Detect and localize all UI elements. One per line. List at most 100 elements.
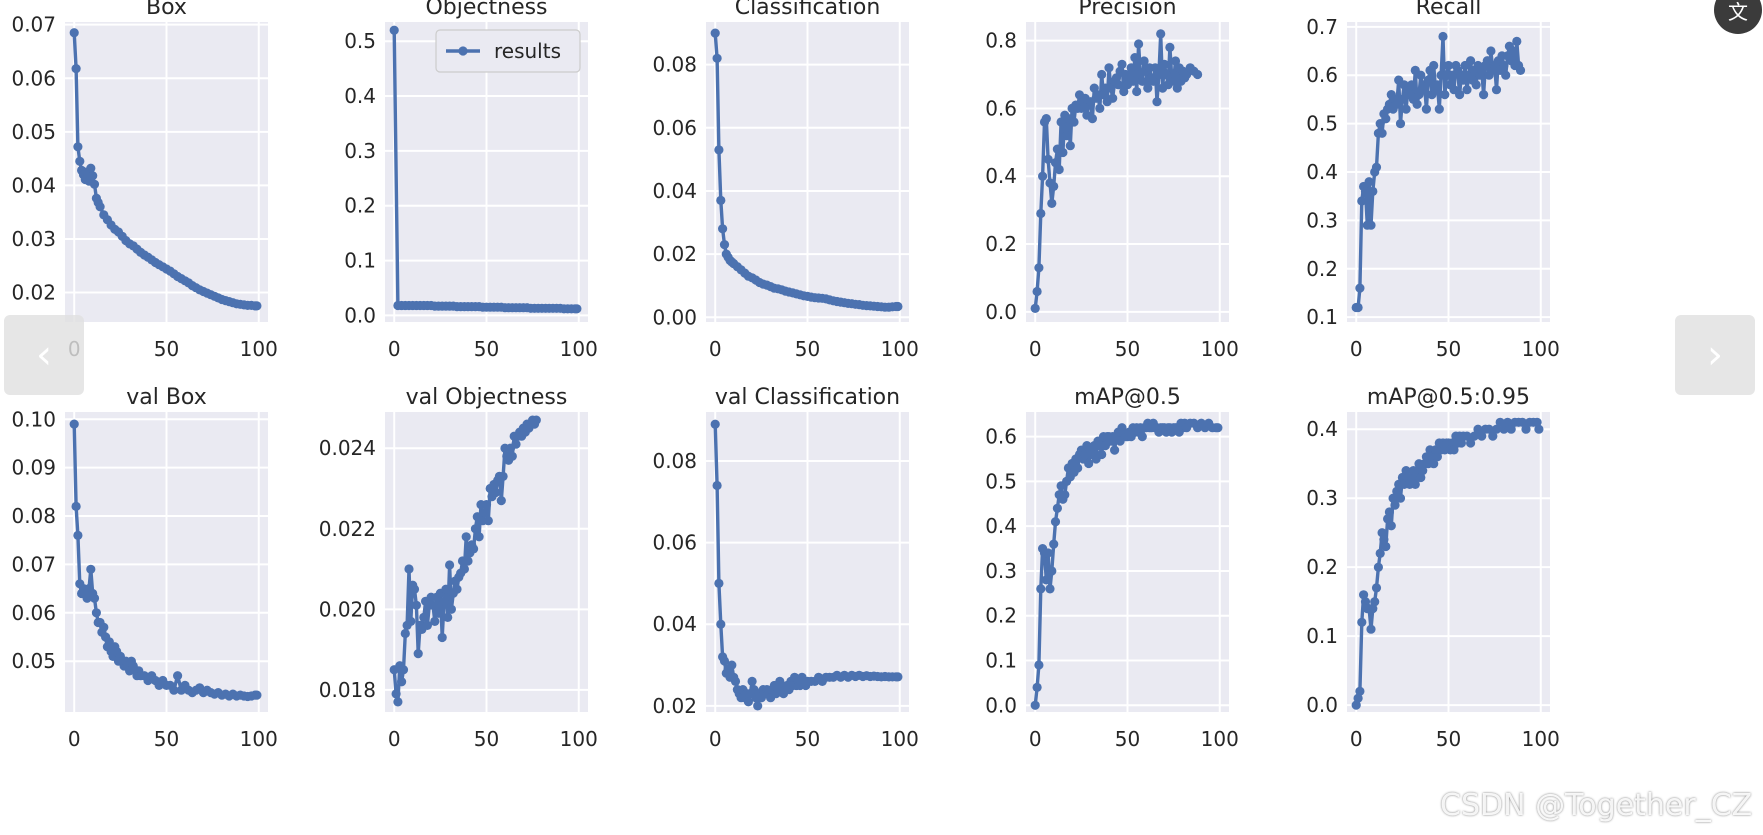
data-point bbox=[1499, 60, 1509, 71]
x-tick-label: 0 bbox=[1350, 727, 1363, 751]
data-point bbox=[496, 496, 506, 506]
y-tick-label: 0.05 bbox=[11, 649, 56, 673]
prev-image-button[interactable]: ‹ bbox=[4, 315, 84, 395]
data-point bbox=[1386, 521, 1396, 531]
data-point bbox=[710, 28, 720, 38]
data-point bbox=[1473, 424, 1483, 434]
data-point bbox=[1410, 479, 1420, 489]
chevron-left-icon: ‹ bbox=[36, 332, 52, 378]
data-point bbox=[1137, 432, 1147, 442]
chart-title: Objectness bbox=[425, 0, 547, 20]
data-point bbox=[1401, 466, 1411, 476]
data-point bbox=[86, 163, 96, 173]
data-point bbox=[1172, 83, 1182, 93]
y-tick-label: 0.2 bbox=[985, 604, 1017, 628]
data-point bbox=[1097, 69, 1107, 80]
data-point bbox=[1213, 423, 1223, 433]
data-point bbox=[469, 544, 479, 554]
x-tick-label: 0 bbox=[68, 727, 81, 751]
x-tick-label: 0 bbox=[388, 727, 401, 751]
data-point bbox=[1434, 104, 1444, 114]
data-point bbox=[1032, 682, 1042, 693]
x-tick-label: 0 bbox=[388, 337, 401, 361]
data-point bbox=[1455, 90, 1465, 100]
data-point bbox=[452, 584, 462, 594]
data-point bbox=[1054, 164, 1064, 175]
data-point bbox=[1130, 53, 1140, 63]
data-point bbox=[1456, 438, 1466, 448]
data-point bbox=[1388, 493, 1398, 503]
data-point bbox=[1381, 114, 1391, 124]
data-point bbox=[1060, 490, 1070, 500]
data-point bbox=[1041, 114, 1051, 124]
data-point bbox=[480, 508, 490, 518]
next-image-button[interactable]: › bbox=[1675, 315, 1755, 395]
data-point bbox=[1089, 83, 1099, 93]
data-point bbox=[445, 560, 455, 570]
y-tick-label: 0.5 bbox=[1306, 112, 1338, 136]
data-point bbox=[461, 532, 471, 542]
chart-title: Recall bbox=[1416, 0, 1482, 20]
x-tick-label: 100 bbox=[1201, 337, 1239, 361]
x-tick-label: 100 bbox=[560, 727, 598, 751]
data-point bbox=[1503, 417, 1513, 427]
x-tick-label: 100 bbox=[240, 337, 278, 361]
data-point bbox=[1137, 76, 1147, 86]
data-point bbox=[1495, 417, 1505, 427]
data-point bbox=[1416, 70, 1426, 80]
data-point bbox=[1043, 548, 1053, 558]
data-point bbox=[1429, 60, 1439, 71]
data-point bbox=[1359, 590, 1369, 600]
data-point bbox=[95, 202, 105, 212]
data-point bbox=[1423, 75, 1433, 85]
x-tick-label: 50 bbox=[1436, 727, 1461, 751]
chart-title: mAP@0.5:0.95 bbox=[1367, 385, 1530, 410]
data-point bbox=[430, 616, 440, 627]
watermark: CSDN @Together_CZ bbox=[1440, 788, 1753, 823]
chart-9: 0 50 100 0.0 0.1 0.2 0.3 0.4 0.5 0.6 mAP@0.5 bbox=[985, 385, 1239, 751]
legend: results bbox=[435, 29, 581, 73]
data-point bbox=[1357, 196, 1367, 206]
data-point bbox=[91, 608, 101, 618]
data-point bbox=[716, 619, 726, 629]
data-point bbox=[743, 697, 754, 707]
chart-5: 0 50 100 0.1 0.2 0.3 0.4 0.5 0.6 0.7 Recall bbox=[1306, 0, 1560, 361]
data-point bbox=[1366, 220, 1376, 230]
data-point bbox=[1383, 514, 1393, 524]
data-point bbox=[419, 612, 429, 623]
data-point bbox=[1132, 86, 1142, 97]
data-point bbox=[1084, 458, 1094, 469]
data-point bbox=[1512, 36, 1522, 47]
data-point bbox=[730, 676, 741, 687]
data-point bbox=[1379, 535, 1389, 545]
data-point bbox=[1360, 186, 1371, 196]
data-point bbox=[1477, 431, 1487, 441]
y-tick-label: 0.03 bbox=[11, 227, 56, 251]
data-point bbox=[1432, 452, 1442, 462]
data-point bbox=[404, 564, 414, 574]
data-point bbox=[1360, 597, 1371, 607]
data-point bbox=[714, 578, 724, 589]
data-point bbox=[1440, 90, 1450, 100]
data-point bbox=[531, 415, 541, 425]
chart-4: 0 50 100 0.0 0.2 0.4 0.6 0.8 Precision bbox=[985, 0, 1239, 361]
data-point bbox=[1412, 99, 1422, 109]
x-tick-label: 50 bbox=[1115, 337, 1140, 361]
x-tick-label: 50 bbox=[474, 727, 499, 751]
data-point bbox=[470, 524, 480, 534]
translate-icon: 文 bbox=[1728, 0, 1748, 24]
data-point bbox=[173, 671, 183, 681]
legend-box bbox=[435, 29, 581, 73]
data-point bbox=[1106, 83, 1116, 93]
data-point bbox=[712, 480, 722, 491]
y-tick-label: 0.2 bbox=[1306, 257, 1338, 281]
data-point bbox=[1034, 263, 1044, 273]
data-point bbox=[1038, 171, 1048, 181]
data-point bbox=[1377, 128, 1387, 138]
data-point bbox=[1438, 31, 1448, 42]
x-tick-label: 100 bbox=[1522, 727, 1560, 751]
data-point bbox=[1050, 517, 1061, 527]
x-tick-label: 100 bbox=[881, 727, 919, 751]
data-point bbox=[1034, 660, 1044, 670]
